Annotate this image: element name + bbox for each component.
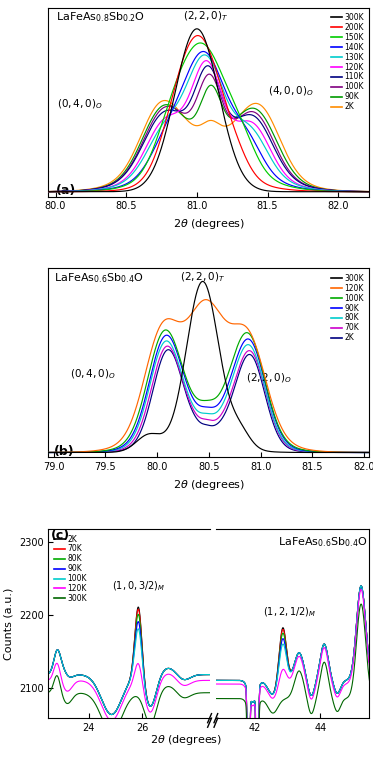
Text: $(0,4,0)_O$: $(0,4,0)_O$ — [57, 97, 103, 111]
Y-axis label: Counts (a.u.): Counts (a.u.) — [3, 588, 13, 660]
Text: $(1,0,3/2)_M$: $(1,0,3/2)_M$ — [112, 580, 165, 594]
Text: (b): (b) — [54, 445, 74, 458]
Text: LaFeAs$_{0.6}$Sb$_{0.4}$O: LaFeAs$_{0.6}$Sb$_{0.4}$O — [54, 271, 143, 285]
Text: LaFeAs$_{0.6}$Sb$_{0.4}$O: LaFeAs$_{0.6}$Sb$_{0.4}$O — [278, 535, 368, 549]
Legend: 300K, 120K, 100K, 90K, 80K, 70K, 2K: 300K, 120K, 100K, 90K, 80K, 70K, 2K — [329, 272, 366, 344]
X-axis label: 2$\theta$ (degrees): 2$\theta$ (degrees) — [173, 217, 245, 231]
Text: 2$\theta$ (degrees): 2$\theta$ (degrees) — [150, 733, 223, 747]
Text: $(2,2,0)_O$: $(2,2,0)_O$ — [246, 371, 292, 384]
X-axis label: 2$\theta$ (degrees): 2$\theta$ (degrees) — [173, 478, 245, 492]
Legend: 300K, 200K, 150K, 140K, 130K, 120K, 110K, 100K, 90K, 2K: 300K, 200K, 150K, 140K, 130K, 120K, 110K… — [329, 11, 366, 113]
Text: (a): (a) — [56, 184, 76, 197]
Text: LaFeAs$_{0.8}$Sb$_{0.2}$O: LaFeAs$_{0.8}$Sb$_{0.2}$O — [56, 11, 144, 24]
Text: $(4,0,0)_O$: $(4,0,0)_O$ — [267, 84, 314, 98]
Text: (c): (c) — [51, 529, 70, 542]
Text: $(2,2,0)_T$: $(2,2,0)_T$ — [180, 270, 225, 283]
Legend: 2K, 70K, 80K, 90K, 100K, 120K, 300K: 2K, 70K, 80K, 90K, 100K, 120K, 300K — [52, 533, 89, 604]
Text: $(2,2,0)_T$: $(2,2,0)_T$ — [182, 9, 228, 23]
Text: $(0,4,0)_O$: $(0,4,0)_O$ — [70, 367, 116, 381]
Text: $(1,2,1/2)_M$: $(1,2,1/2)_M$ — [263, 605, 316, 619]
